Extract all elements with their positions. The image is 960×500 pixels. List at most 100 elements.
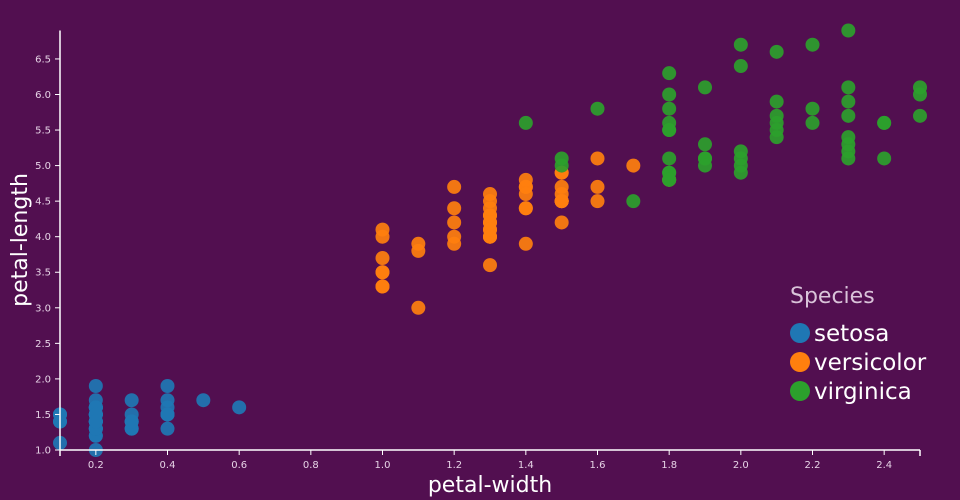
- x-tick: 1.0: [375, 450, 391, 471]
- point-virginica: [877, 151, 892, 166]
- x-tick-label: 2.0: [733, 460, 749, 471]
- point-virginica: [662, 87, 677, 102]
- x-tick-label: 1.2: [446, 460, 462, 471]
- point-versicolor: [590, 194, 605, 209]
- point-virginica: [913, 108, 927, 123]
- y-tick-label: 3.0: [35, 303, 51, 314]
- point-virginica: [662, 66, 677, 81]
- legend-title: Species: [790, 284, 875, 309]
- point-virginica: [805, 101, 820, 116]
- point-virginica: [554, 151, 569, 166]
- x-tick-label: 1.4: [518, 460, 534, 471]
- point-setosa: [124, 414, 139, 429]
- point-virginica: [769, 94, 784, 109]
- x-tick: 0.2: [88, 450, 104, 471]
- point-virginica: [698, 80, 712, 95]
- point-versicolor: [518, 187, 533, 202]
- point-versicolor: [518, 172, 533, 187]
- x-tick: 0.6: [231, 450, 247, 471]
- point-virginica: [841, 108, 856, 123]
- point-versicolor: [447, 215, 462, 230]
- point-virginica: [662, 172, 677, 187]
- point-setosa: [196, 393, 211, 408]
- x-tick: 0.8: [303, 450, 319, 471]
- y-tick-label: 4.5: [35, 197, 51, 208]
- x-tick-label: 1.6: [590, 460, 606, 471]
- point-versicolor: [411, 243, 426, 258]
- x-tick: 0.4: [160, 450, 176, 471]
- y-axis-label: petal-length: [8, 173, 33, 307]
- legend-swatch: [790, 381, 810, 401]
- y-tick-label: 6.0: [35, 90, 51, 101]
- point-virginica: [805, 37, 820, 52]
- point-versicolor: [375, 222, 390, 237]
- point-versicolor: [518, 236, 533, 251]
- y-tick: 3.0: [35, 303, 60, 314]
- point-virginica: [841, 130, 856, 145]
- y-tick: 2.5: [35, 339, 60, 350]
- y-tick-label: 5.0: [35, 161, 51, 172]
- point-virginica: [590, 101, 605, 116]
- point-virginica: [769, 44, 784, 59]
- x-tick-label: 2.2: [805, 460, 821, 471]
- point-setosa: [124, 393, 139, 408]
- point-setosa: [88, 414, 103, 429]
- y-axis: 1.0 1.5 2.0 2.5 3.0 3.5 4.0 4.5 5.0 5.5 6.0 6.5: [35, 30, 921, 457]
- point-virginica: [626, 194, 641, 209]
- y-tick: 6.5: [35, 54, 60, 65]
- point-versicolor: [554, 179, 569, 194]
- y-tick-label: 1.5: [35, 410, 51, 421]
- point-versicolor: [483, 187, 497, 202]
- point-virginica: [662, 123, 677, 138]
- legend: Species setosa versicolor virginica: [790, 284, 927, 405]
- y-tick-label: 5.5: [35, 126, 51, 137]
- legend-item-virginica: virginica: [790, 379, 912, 405]
- y-tick: 5.0: [35, 161, 60, 172]
- point-versicolor: [554, 194, 569, 209]
- x-tick: 2.2: [805, 450, 821, 471]
- point-virginica: [805, 115, 820, 130]
- point-virginica: [698, 137, 712, 152]
- legend-swatch: [790, 323, 810, 343]
- point-versicolor: [375, 265, 390, 280]
- legend-item-versicolor: versicolor: [790, 350, 927, 376]
- point-virginica: [913, 80, 927, 95]
- x-tick: 1.6: [590, 450, 606, 471]
- point-versicolor: [447, 179, 462, 194]
- legend-label: versicolor: [814, 350, 927, 376]
- legend-swatch: [790, 352, 810, 372]
- point-versicolor: [447, 229, 462, 244]
- y-tick-label: 4.0: [35, 232, 51, 243]
- point-virginica: [841, 94, 856, 109]
- y-tick-label: 3.5: [35, 268, 51, 279]
- y-tick: 6.0: [35, 90, 60, 101]
- legend-label: virginica: [814, 379, 912, 405]
- point-virginica: [841, 80, 856, 95]
- point-versicolor: [483, 208, 497, 223]
- point-virginica: [841, 144, 856, 159]
- point-versicolor: [590, 151, 605, 166]
- point-setosa: [232, 400, 247, 415]
- x-tick-label: 0.8: [303, 460, 319, 471]
- point-versicolor: [554, 215, 569, 230]
- x-tick-label: 0.6: [231, 460, 247, 471]
- y-tick: 5.5: [35, 126, 60, 137]
- x-tick-label: 1.0: [375, 460, 391, 471]
- point-versicolor: [590, 179, 605, 194]
- point-virginica: [733, 59, 748, 74]
- y-tick-label: 6.5: [35, 54, 51, 65]
- point-virginica: [733, 37, 748, 52]
- x-tick: 1.8: [661, 450, 677, 471]
- point-virginica: [877, 115, 892, 130]
- x-tick: 2.0: [733, 450, 749, 471]
- point-setosa: [160, 379, 175, 394]
- y-tick: 1.0: [35, 446, 60, 457]
- x-tick-label: 0.4: [160, 460, 176, 471]
- legend-label: setosa: [814, 321, 889, 347]
- point-virginica: [662, 151, 677, 166]
- point-versicolor: [626, 158, 641, 173]
- y-tick: 4.5: [35, 197, 60, 208]
- y-tick: 4.0: [35, 232, 60, 243]
- legend-item-setosa: setosa: [790, 321, 889, 347]
- point-virginica: [733, 165, 748, 180]
